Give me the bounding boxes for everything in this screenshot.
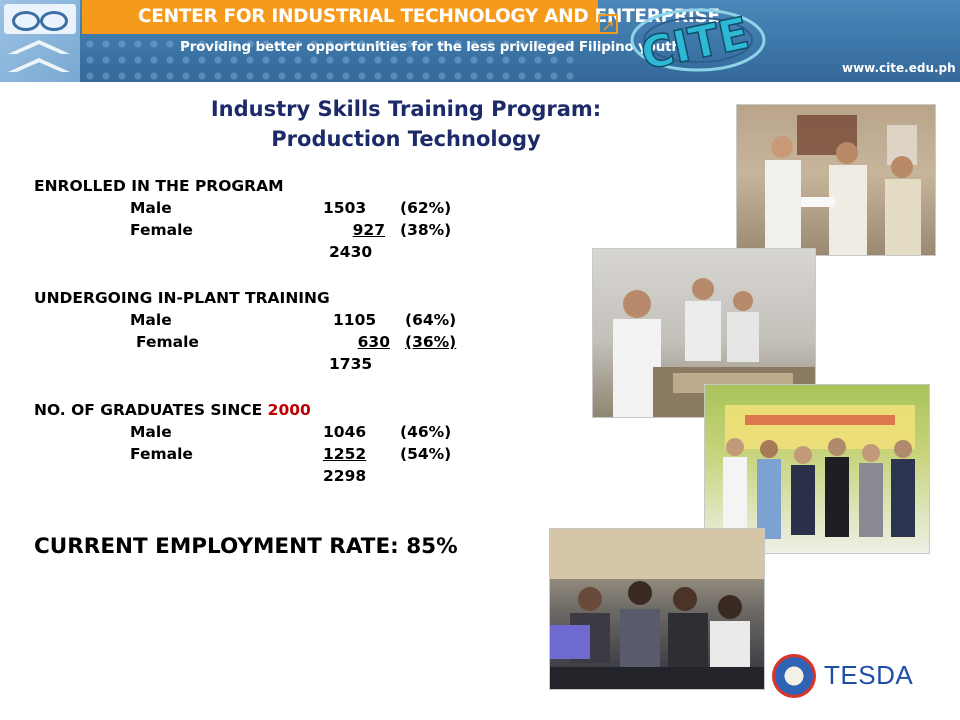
banner-tagline: Providing better opportunities for the l…: [180, 39, 681, 55]
photo-computer-training: [549, 528, 765, 690]
tesda-logo-text: TESDA: [824, 660, 914, 690]
enrolled-male-label: Male: [130, 199, 172, 217]
enrolled-female-value: 927: [352, 221, 385, 239]
organization-seal-icon: [4, 4, 76, 34]
enrolled-heading: ENROLLED IN THE PROGRAM: [34, 177, 284, 195]
in-plant-male-value: 1105: [333, 311, 377, 329]
enrolled-male-value: 1503: [323, 199, 367, 217]
in-plant-female-value: 630: [357, 333, 390, 351]
external-arrow-icon: ↗: [598, 14, 618, 35]
slide-title-line2: Production Technology: [271, 127, 541, 151]
employment-rate: CURRENT EMPLOYMENT RATE: 85%: [34, 534, 458, 559]
in-plant-female-label: Female: [136, 333, 199, 351]
banner-emblem: [0, 0, 80, 82]
in-plant-total: 1735: [329, 355, 373, 373]
enrolled-female-percent: (38%): [400, 221, 452, 239]
slide-title-line1: Industry Skills Training Program:: [210, 97, 602, 121]
banner-title-bar: [82, 0, 598, 34]
graduates-female-value: 1252: [323, 445, 367, 463]
in-plant-female-percent: (36%): [405, 333, 457, 351]
graduates-female-label: Female: [130, 445, 193, 463]
photo-group-banner: [704, 384, 930, 554]
enrolled-female-label: Female: [130, 221, 193, 239]
graduates-male-label: Male: [130, 423, 172, 441]
graduates-year: 2000: [267, 401, 311, 419]
header-banner: CENTER FOR INDUSTRIAL TECHNOLOGY AND ENT…: [0, 0, 960, 82]
in-plant-male-label: Male: [130, 311, 172, 329]
chevron-up-icon: [8, 40, 70, 54]
enrolled-total: 2430: [329, 243, 373, 261]
in-plant-heading: UNDERGOING IN-PLANT TRAINING: [34, 289, 330, 307]
in-plant-male-percent: (64%): [405, 311, 457, 329]
banner-title: CENTER FOR INDUSTRIAL TECHNOLOGY AND ENT…: [138, 6, 720, 27]
graduates-female-percent: (54%): [400, 445, 452, 463]
graduates-male-percent: (46%): [400, 423, 452, 441]
graduates-heading: NO. OF GRADUATES SINCE 2000: [34, 401, 311, 419]
tesda-seal-logo: [772, 654, 816, 698]
graduates-male-value: 1046: [323, 423, 367, 441]
website-url[interactable]: www.cite.edu.ph: [842, 61, 956, 75]
enrolled-male-percent: (62%): [400, 199, 452, 217]
graduates-heading-text: NO. OF GRADUATES SINCE: [34, 401, 263, 419]
graduates-total: 2298: [323, 467, 367, 485]
chevron-up-icon: [8, 58, 70, 72]
banner-pattern: [82, 36, 582, 82]
photo-handshake-ceremony: [736, 104, 936, 256]
cite-logo: CITE: [630, 7, 766, 81]
